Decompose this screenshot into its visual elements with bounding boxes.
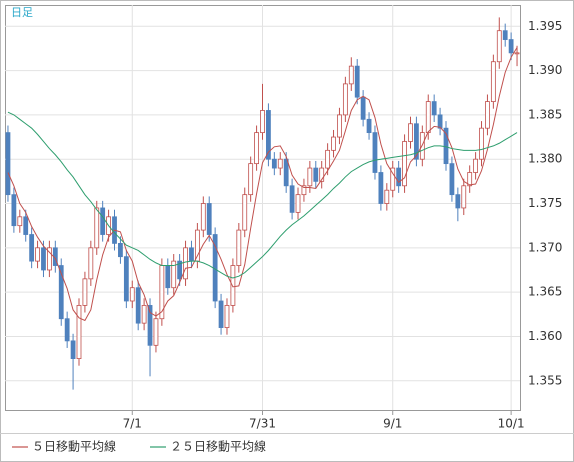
- candle-body: [283, 158, 289, 187]
- candle-body: [129, 287, 135, 302]
- candle-body: [248, 163, 254, 196]
- candle-body: [35, 247, 40, 262]
- candle-body: [23, 216, 29, 235]
- candle-body: [266, 110, 271, 160]
- candle-body: [331, 136, 336, 151]
- candle-body: [11, 194, 17, 227]
- candle-body: [378, 172, 384, 204]
- candle-body: [408, 123, 413, 142]
- candle-body: [147, 305, 153, 346]
- candle-body: [41, 247, 46, 271]
- candle-body: [425, 101, 431, 134]
- candle-body: [301, 185, 307, 196]
- y-tick-label: 1.365: [528, 285, 562, 299]
- y-tick-label: 1.380: [528, 152, 562, 166]
- candle-body: [490, 61, 496, 102]
- candle-body: [46, 247, 52, 271]
- candle-body: [88, 247, 94, 280]
- y-tick-label: 1.395: [528, 19, 562, 33]
- candle-body: [319, 167, 325, 182]
- y-tick-label: 1.375: [528, 196, 562, 210]
- candle-body: [171, 260, 177, 289]
- candle-body: [467, 172, 473, 187]
- candle-body: [206, 203, 212, 235]
- candle-body: [366, 118, 372, 134]
- x-tick-label: 7/1: [123, 417, 142, 431]
- candle-body: [449, 163, 455, 196]
- candle-body: [153, 318, 159, 346]
- x-tick-label: 10/1: [498, 417, 525, 431]
- y-tick-label: 1.385: [528, 107, 562, 121]
- candle-body: [123, 256, 129, 302]
- candle-body: [242, 194, 248, 231]
- legend-label: ５日移動平均線: [32, 439, 116, 454]
- candle-body: [431, 101, 437, 116]
- candle-body: [118, 242, 123, 258]
- candle-body: [414, 123, 419, 160]
- candle-body: [177, 260, 183, 280]
- candle-body: [443, 127, 449, 165]
- candle-body: [76, 305, 82, 359]
- candle-body: [485, 101, 490, 129]
- candle-body: [461, 185, 467, 209]
- candle-body: [224, 305, 230, 328]
- candle-body: [29, 234, 35, 262]
- candle-body: [183, 247, 188, 280]
- candle-body: [479, 127, 484, 160]
- candle-body: [230, 265, 236, 306]
- candle-body: [437, 114, 443, 129]
- candle-body: [473, 158, 479, 173]
- candle-body: [17, 216, 23, 227]
- y-tick-label: 1.355: [528, 373, 562, 387]
- candle-body: [354, 65, 360, 98]
- candle-body: [141, 305, 147, 324]
- candle-body: [58, 265, 64, 320]
- candle-body: [5, 132, 11, 196]
- candle-body: [218, 300, 224, 328]
- legend-label: ２５日移動平均線: [170, 439, 266, 454]
- candle-body: [342, 83, 348, 116]
- candle-body: [502, 30, 508, 40]
- candle-body: [70, 340, 76, 359]
- ma-line: [7, 47, 518, 322]
- candle-body: [455, 194, 461, 209]
- candle-body: [372, 132, 378, 173]
- y-tick-label: 1.390: [528, 63, 562, 77]
- y-tick-label: 1.370: [528, 240, 562, 254]
- candle-body: [135, 287, 141, 324]
- candle-body: [313, 167, 319, 182]
- candle-body: [165, 265, 171, 289]
- candle-body: [64, 318, 70, 342]
- candle-body: [82, 278, 88, 306]
- candle-body: [289, 185, 295, 213]
- candle-body: [100, 207, 106, 235]
- candle-body: [396, 167, 402, 187]
- candle-body: [402, 141, 407, 187]
- candle-body: [236, 229, 242, 266]
- candle-body: [360, 96, 366, 120]
- candle-body: [384, 189, 390, 204]
- candle-body: [325, 149, 331, 169]
- candle-body: [271, 158, 277, 169]
- candle-body: [307, 167, 313, 187]
- candle-body: [94, 207, 100, 249]
- candle-body: [508, 39, 514, 54]
- candle-body: [337, 114, 342, 138]
- candle-body: [514, 52, 520, 55]
- candle-body: [348, 65, 354, 85]
- candle-body: [277, 158, 283, 169]
- candle-body: [254, 132, 259, 165]
- candle-body: [295, 194, 301, 213]
- candle-body: [200, 203, 206, 231]
- candle-body: [189, 247, 194, 262]
- x-tick-label: 7/31: [249, 417, 276, 431]
- chart-title: 日足: [11, 6, 33, 19]
- candle-body: [496, 30, 502, 63]
- ma-line: [7, 111, 518, 279]
- candle-body: [390, 167, 396, 191]
- candle-body: [260, 110, 265, 134]
- x-tick-label: 9/1: [383, 417, 402, 431]
- y-tick-label: 1.360: [528, 329, 562, 343]
